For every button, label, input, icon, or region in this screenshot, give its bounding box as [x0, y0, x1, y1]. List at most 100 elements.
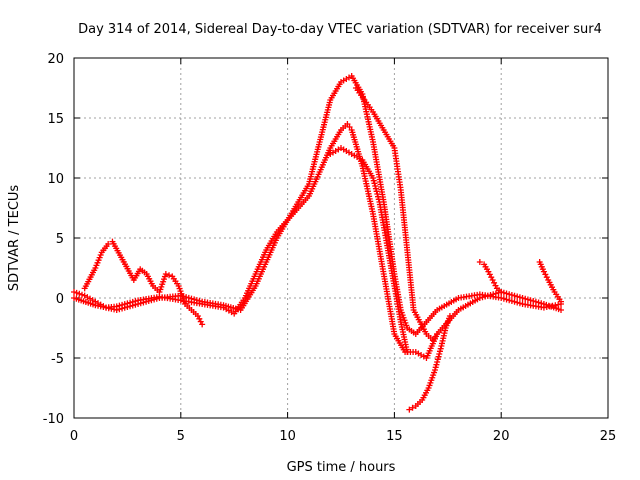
y-axis: -10 -5 0 5 10 15 20 [43, 52, 608, 427]
data-point [516, 300, 523, 307]
data-point [370, 175, 377, 181]
data-point [145, 298, 152, 304]
data-point [486, 271, 493, 278]
data-point [503, 296, 510, 303]
data-point [491, 279, 498, 286]
data-point [530, 298, 537, 304]
data-point [489, 277, 496, 283]
data-point [558, 298, 565, 305]
data-point [434, 359, 441, 365]
data-point [511, 292, 518, 299]
x-tick-label: 5 [177, 429, 185, 444]
data-point [433, 361, 440, 368]
data-point [543, 274, 550, 281]
data-point [73, 289, 80, 296]
data-point [199, 321, 206, 328]
x-axis: 0 5 10 15 20 25 [70, 58, 616, 444]
data-point [76, 290, 83, 297]
x-tick-label: 0 [70, 429, 78, 444]
data-point [431, 367, 438, 373]
data-point [197, 318, 204, 325]
y-tick-label: 10 [47, 172, 64, 187]
x-tick-label: 10 [279, 429, 296, 444]
data-point [522, 295, 529, 302]
data-point [479, 294, 486, 301]
data-point [105, 241, 112, 247]
data-point [492, 290, 499, 297]
data-point [500, 289, 507, 296]
data-point [137, 300, 144, 307]
data-point [514, 293, 521, 300]
data-point [166, 272, 173, 279]
data-point [488, 274, 495, 281]
chart-title: Day 314 of 2014, Sidereal Day-to-day VTE… [78, 22, 602, 37]
data-point [503, 290, 510, 297]
data-point [476, 259, 483, 265]
data-point [372, 183, 379, 189]
data-point [148, 297, 155, 304]
data-point [372, 185, 379, 192]
data-point [434, 356, 441, 363]
data-point [375, 196, 382, 203]
data-point [437, 345, 444, 352]
data-point [188, 295, 195, 302]
data-point [373, 188, 380, 195]
data-point [435, 353, 442, 360]
data-point [436, 351, 443, 357]
data-point [132, 301, 139, 308]
data-point [538, 300, 545, 307]
series-drop-branch [327, 145, 411, 355]
data-point [492, 282, 499, 289]
x-tick-label: 20 [493, 429, 510, 444]
data-point [127, 303, 134, 310]
data-point [113, 307, 120, 313]
data-point [511, 298, 518, 305]
y-axis-label: SDTVAR / TECUs [7, 185, 22, 292]
data-points [71, 73, 565, 413]
data-point [375, 193, 382, 200]
data-point [124, 304, 131, 310]
data-point [490, 291, 497, 298]
data-point [532, 298, 539, 305]
data-point [151, 296, 158, 303]
data-point [191, 296, 198, 303]
y-tick-label: 0 [56, 292, 64, 307]
data-point [527, 297, 534, 304]
data-point [558, 307, 565, 313]
data-point [482, 293, 489, 300]
data-point [135, 301, 142, 307]
series-late-high [352, 85, 441, 343]
y-tick-label: -5 [51, 352, 64, 367]
data-point [121, 304, 128, 311]
data-point [476, 295, 483, 301]
data-point [434, 331, 441, 337]
data-point [129, 302, 136, 309]
data-point [498, 295, 505, 301]
x-tick-label: 15 [386, 429, 403, 444]
data-point [404, 349, 411, 355]
data-point [116, 306, 123, 313]
data-point [524, 296, 531, 303]
data-point [143, 298, 150, 305]
data-point [370, 177, 377, 184]
grid [74, 58, 608, 418]
data-point [487, 292, 494, 298]
data-point [498, 289, 505, 295]
data-point [506, 291, 513, 298]
data-point [185, 294, 192, 301]
y-tick-label: -10 [43, 412, 64, 427]
data-point [506, 297, 513, 304]
data-point [500, 295, 507, 302]
data-point [196, 297, 203, 304]
data-point [196, 315, 203, 322]
y-tick-label: 5 [56, 232, 64, 247]
data-point [516, 294, 523, 301]
data-point [508, 298, 515, 304]
data-point [446, 313, 453, 319]
data-point [406, 406, 413, 413]
data-point [371, 180, 378, 187]
data-point [71, 289, 77, 295]
data-point [79, 291, 86, 298]
y-tick-label: 20 [47, 52, 64, 67]
